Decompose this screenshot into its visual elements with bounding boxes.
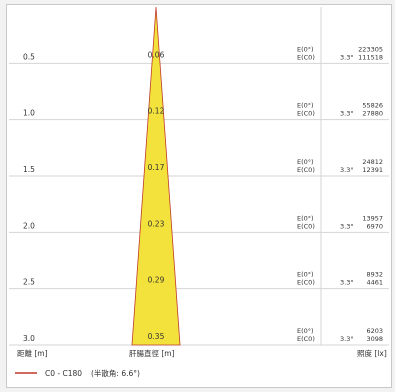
- ec0-value: 3098: [366, 335, 383, 343]
- diameter-data-label: 0.12: [148, 107, 165, 116]
- distance-tick-label: 1.5: [23, 165, 35, 174]
- ec0-label: E(C0): [297, 166, 315, 174]
- distance-tick-label: 2.0: [23, 221, 35, 230]
- e0-value: 223305: [358, 45, 383, 53]
- angle-label: 3.3°: [340, 110, 354, 118]
- diameter-data-label: 0.35: [148, 332, 165, 341]
- ec0-label: E(C0): [297, 53, 315, 61]
- distance-tick-label: 1.0: [23, 109, 35, 118]
- angle-label: 3.3°: [340, 279, 354, 287]
- angle-label: 3.3°: [340, 335, 354, 343]
- ec0-value: 27880: [362, 110, 383, 118]
- diameter-data-label: 0.29: [148, 276, 165, 285]
- distance-tick-label: 3.0: [23, 334, 35, 343]
- diameter-axis-label: 肝腸直徑 [m]: [129, 348, 175, 358]
- legend-label: C0 - C180: [45, 369, 82, 378]
- ec0-value: 4461: [366, 279, 383, 287]
- angle-label: 3.3°: [340, 53, 354, 61]
- angle-label: 3.3°: [340, 166, 354, 174]
- x-axis-label: 距離 [m]: [17, 348, 48, 358]
- e0-label: E(0°): [297, 102, 314, 110]
- e0-value: 8932: [366, 271, 383, 279]
- angle-label: 3.3°: [340, 222, 354, 230]
- e0-value: 55826: [362, 102, 383, 110]
- e0-label: E(0°): [297, 158, 314, 166]
- diameter-data-label: 0.06: [148, 50, 165, 59]
- ec0-value: 6970: [366, 222, 383, 230]
- ec0-value: 111518: [358, 53, 383, 61]
- diameter-data-label: 0.23: [148, 219, 165, 228]
- grid-layer: [9, 7, 389, 346]
- distance-tick-label: 2.5: [23, 278, 35, 287]
- e0-value: 6203: [366, 327, 383, 335]
- ec0-value: 12391: [362, 166, 383, 174]
- distance-tick-label: 0.5: [23, 52, 35, 61]
- e0-label: E(0°): [297, 327, 314, 335]
- e0-label: E(0°): [297, 214, 314, 222]
- e0-value: 24812: [362, 158, 383, 166]
- ec0-label: E(C0): [297, 279, 315, 287]
- ec0-label: E(C0): [297, 110, 315, 118]
- beam-layer: [131, 6, 181, 346]
- e0-label: E(0°): [297, 271, 314, 279]
- e0-label: E(0°): [297, 45, 314, 53]
- e0-value: 13957: [362, 214, 383, 222]
- diameter-data-label: 0.17: [148, 163, 165, 172]
- chart-frame: 0.5 0.06 E(0°) E(C0) 3.3° 223305 111518 1.0 0.12…: [6, 4, 392, 388]
- ec0-label: E(C0): [297, 335, 315, 343]
- axis-layer: 距離 [m] 肝腸直徑 [m] 照度 [lx] C0 - C180 (半散角: 6.6°…: [15, 348, 387, 378]
- illuminance-axis-label: 照度 [lx]: [357, 348, 387, 358]
- beam-cone: [131, 6, 181, 346]
- ec0-label: E(C0): [297, 222, 315, 230]
- legend-note: (半散角: 6.6°): [91, 368, 140, 378]
